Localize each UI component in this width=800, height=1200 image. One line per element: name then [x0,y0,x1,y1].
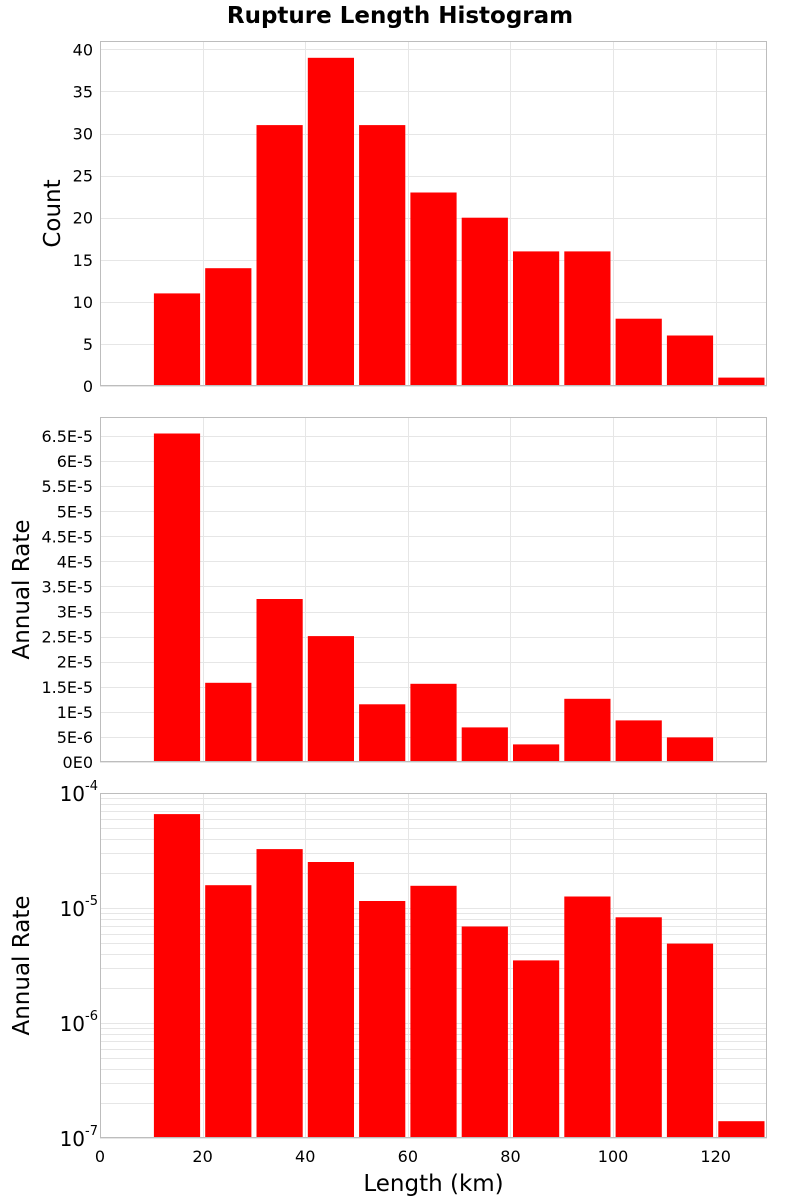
bar-11 [666,943,714,1138]
bar-5 [359,125,406,386]
x-tick-label: 0 [95,1147,105,1166]
bar-1 [153,433,201,762]
y-tick-exponent: -4 [85,779,98,794]
bars [153,814,765,1138]
y-tick-label: 5E-5 [57,502,93,521]
y-tick-base: 10 [60,1012,85,1036]
y-tick-exponent: -5 [85,894,98,909]
bar-2 [205,682,252,762]
chart-panel-2: 0E0 5E-6 1E-5 1.5E-5 2E-5 2.5E-5 3E-5 3.5E-5 4E-… [9,417,767,772]
bar-6 [410,192,457,386]
y-tick-label: 10 [73,293,93,312]
plot-frame [100,793,767,1138]
x-tick-label: 20 [192,1147,212,1166]
plot-frame [100,41,767,386]
bar-9 [564,698,611,762]
bar-12 [718,1121,765,1138]
y-tick-base: 10 [60,897,85,921]
y-tick-label: 3E-5 [57,603,93,622]
y-tick-label: 10-4 [60,779,98,806]
bar-5 [359,704,406,762]
bar-4 [307,636,354,762]
bar-4 [307,57,354,387]
bar-2 [205,268,252,386]
plot-frame [100,417,767,762]
chart-panel-1: 0 5 10 15 20 25 30 35 40 Count [40,40,767,396]
y-axis-label: Count [40,179,66,247]
x-tick-label: 40 [295,1147,315,1166]
y-tick-label: 5.5E-5 [41,477,93,496]
bar-7 [461,926,508,1138]
bar-8 [513,960,560,1138]
bar-7 [461,727,508,762]
chart-title: Rupture Length Histogram [227,3,573,29]
y-tick-label: 5 [83,335,93,354]
y-tick-label: 25 [73,167,93,186]
x-tick-label: 80 [500,1147,520,1166]
bar-11 [666,737,714,762]
bar-9 [564,251,611,386]
y-tick-label: 30 [73,125,93,144]
x-tick-label: 120 [700,1147,731,1166]
y-tick-base: 10 [60,782,85,806]
y-tick-label: 10-5 [60,894,98,921]
y-tick-label: 0 [83,377,93,396]
x-tick-label: 60 [398,1147,418,1166]
x-tick-label: 100 [598,1147,629,1166]
y-axis-label: Annual Rate [9,896,35,1036]
bar-4 [307,862,354,1138]
bar-7 [461,217,508,386]
x-axis-label: Length (km) [363,1171,503,1197]
y-tick-label: 20 [73,209,93,228]
y-tick-label: 4E-5 [57,552,93,571]
bar-12 [718,377,765,386]
y-tick-label: 2.5E-5 [41,628,93,647]
bar-1 [153,293,201,386]
y-tick-base: 10 [60,1127,85,1151]
bar-6 [410,885,457,1138]
y-tick-label: 2E-5 [57,653,93,672]
bar-2 [205,885,252,1138]
y-tick-label: 10-7 [60,1124,98,1151]
bar-3 [256,849,303,1138]
bar-10 [615,318,662,386]
bar-9 [564,896,611,1138]
bars [153,57,765,387]
y-tick-label: 5E-6 [57,728,93,747]
bar-5 [359,901,406,1138]
bar-10 [615,917,662,1138]
bar-3 [256,599,303,762]
bar-8 [513,251,560,386]
y-axis-label: Annual Rate [9,520,35,660]
bar-10 [615,720,662,762]
y-tick-exponent: -7 [85,1124,98,1139]
y-tick-label: 1.5E-5 [41,678,93,697]
y-tick-exponent: -6 [85,1009,98,1024]
y-tick-label: 0E0 [63,753,93,772]
y-tick-label: 15 [73,251,93,270]
bar-3 [256,125,303,386]
y-tick-label: 10-6 [60,1009,98,1036]
y-tick-label: 1E-5 [57,703,93,722]
y-tick-label: 35 [73,82,93,101]
y-tick-label: 6E-5 [57,452,93,471]
y-tick-label: 40 [73,40,93,59]
y-tick-label: 3.5E-5 [41,577,93,596]
bar-6 [410,683,457,762]
y-tick-label: 6.5E-5 [41,427,93,446]
bar-11 [666,335,714,386]
bar-8 [513,744,560,762]
bars [153,433,765,762]
bar-1 [153,814,201,1138]
y-tick-label: 4.5E-5 [41,527,93,546]
